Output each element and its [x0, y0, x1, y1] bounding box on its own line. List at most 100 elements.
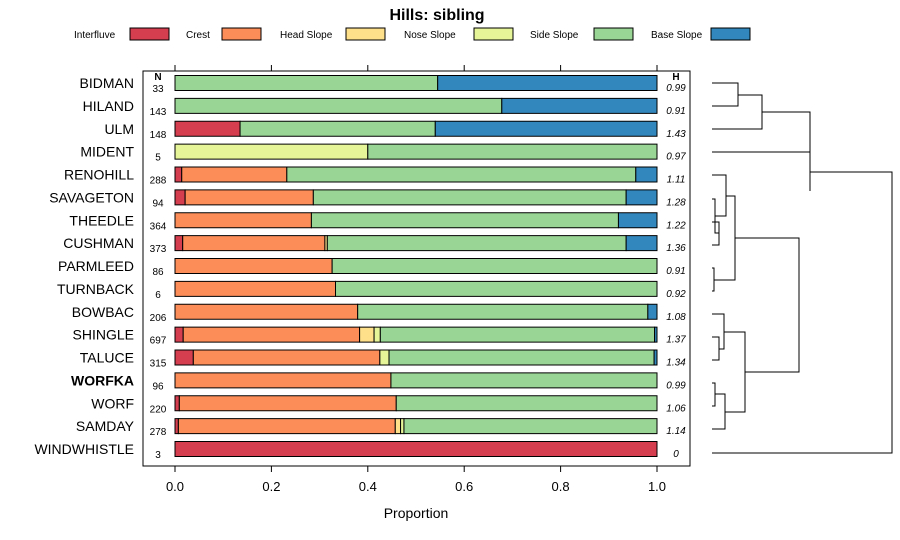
legend-label: Crest [186, 30, 210, 41]
bar-segment [379, 349, 390, 366]
n-value: 278 [150, 427, 167, 438]
dendrogram-branch [712, 336, 720, 361]
data-row: ULM 148 1.43 [104, 120, 686, 141]
h-value: 1.36 [666, 243, 686, 254]
row-label: HILAND [83, 98, 134, 114]
n-value: 364 [150, 221, 167, 232]
bar-segment [379, 326, 656, 343]
bar-segment [192, 349, 381, 366]
x-tick-label: 0.2 [262, 479, 280, 494]
row-label: RENOHILL [64, 167, 134, 183]
bar-segment [239, 120, 436, 137]
row-label: BIDMAN [80, 75, 134, 91]
row-label: SHINGLE [73, 327, 134, 343]
h-value: 1.11 [667, 175, 686, 186]
row-label: CUSHMAN [63, 235, 134, 251]
n-value: 33 [152, 84, 164, 95]
n-column-header: N [154, 72, 161, 83]
bar-segment [400, 418, 405, 435]
data-row: BIDMAN 33 0.99 [80, 75, 686, 95]
x-axis: 0.0 0.2 0.4 0.6 0.8 1.0 [166, 65, 666, 494]
n-value: 5 [155, 153, 161, 164]
legend-swatch [345, 27, 386, 41]
h-column-header: H [672, 72, 679, 83]
legend-label: Nose Slope [404, 30, 456, 41]
data-row: HILAND 143 0.91 [83, 97, 686, 118]
dendrogram-branch [712, 94, 763, 130]
dendrogram-branch [712, 171, 893, 454]
row-label: WORFKA [71, 372, 134, 388]
bar-segment [625, 235, 658, 252]
legend-label: Head Slope [280, 30, 333, 41]
bar-segment [174, 166, 183, 183]
chart-title: Hills: sibling [389, 7, 484, 24]
bar-segment [312, 189, 627, 206]
n-value: 96 [152, 381, 164, 392]
x-axis-title: Proportion [384, 505, 449, 521]
bar-segment [388, 349, 655, 366]
bar-segment [174, 75, 439, 91]
legend-label: Side Slope [530, 30, 579, 41]
n-value: 220 [150, 404, 167, 415]
h-value: 1.22 [666, 220, 686, 231]
n-value: 288 [150, 176, 167, 187]
row-label: THEEDLE [69, 212, 134, 228]
legend-swatch [129, 27, 170, 41]
n-value: 315 [150, 359, 167, 370]
bar-segment [174, 326, 184, 343]
dendrogram-branch [714, 195, 736, 281]
legend-swatch [593, 27, 634, 41]
data-row: TURNBACK 6 0.92 [57, 280, 686, 301]
bar-segment [174, 303, 359, 320]
row-label: MIDENT [80, 144, 134, 160]
n-value: 86 [152, 267, 164, 278]
dendrogram-branch [762, 111, 811, 191]
bar-segment [394, 418, 402, 435]
bar-segment [174, 280, 337, 297]
data-row: TALUCE 315 1.34 [80, 349, 686, 370]
row-label: WINDWHISTLE [34, 441, 134, 457]
data-row: WORF 220 1.06 [91, 395, 686, 415]
bar-segment [174, 349, 194, 366]
data-row: SAVAGETON 94 1.28 [49, 189, 686, 209]
data-row: CUSHMAN 373 1.36 [63, 235, 686, 255]
legend: Interfluve Crest Head Slope Nose Slope Side … [74, 27, 751, 41]
bar-segment [357, 303, 649, 320]
dendrogram-branch [724, 331, 746, 413]
data-row: BOWBAC 206 1.08 [72, 303, 686, 324]
h-value: 1.37 [666, 335, 686, 346]
bar-segment [174, 441, 658, 457]
bar-segment [174, 418, 179, 435]
n-value: 6 [155, 290, 161, 301]
bar-segment [174, 395, 180, 412]
bar-segment [437, 75, 658, 91]
bar-segment [177, 418, 396, 435]
dendrogram-branch [712, 382, 716, 407]
bar-segment [181, 166, 288, 183]
h-value: 1.06 [666, 403, 686, 414]
bar-segment [653, 349, 658, 366]
bar-segment [310, 212, 619, 229]
bar-segment [501, 97, 658, 114]
bar-segment [174, 235, 184, 252]
bar-segment [647, 303, 658, 320]
bar-segment [625, 189, 658, 206]
bar-segment [335, 280, 658, 297]
data-row: MIDENT 5 0.97 [80, 143, 686, 164]
n-value: 94 [152, 198, 164, 209]
n-value: 373 [150, 244, 167, 255]
bar-segment [174, 97, 503, 114]
data-row: WINDWHISTLE 3 0 [34, 441, 679, 461]
bar-segment [403, 418, 658, 435]
row-label: BOWBAC [72, 304, 134, 320]
bar-segment [331, 258, 658, 274]
h-value: 0.99 [666, 380, 686, 391]
bar-segment [434, 120, 658, 137]
data-row: RENOHILL 288 1.11 [64, 166, 686, 187]
h-value: 1.14 [666, 426, 686, 437]
h-value: 0 [673, 449, 679, 460]
legend-label: Interfluve [74, 30, 116, 41]
data-row: PARMLEED 86 0.91 [58, 258, 686, 278]
row-label: PARMLEED [58, 258, 134, 274]
